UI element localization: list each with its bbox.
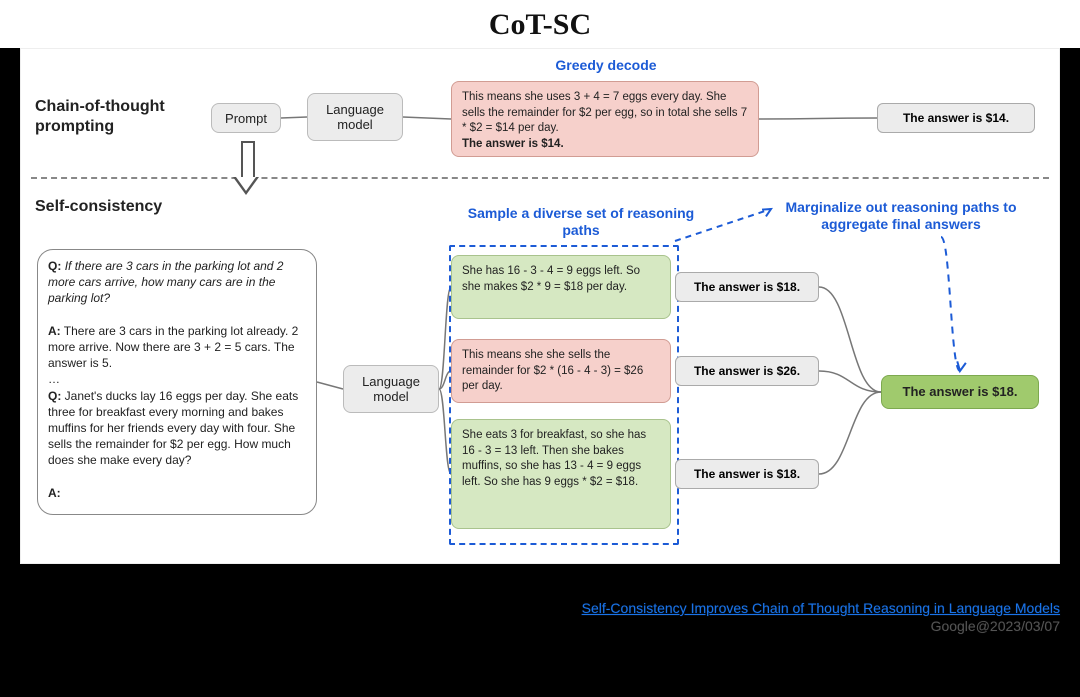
path-answer-box: The answer is $18. — [675, 272, 819, 302]
citation-link[interactable]: Self-Consistency Improves Chain of Thoug… — [582, 600, 1060, 616]
citation-footer: Self-Consistency Improves Chain of Thoug… — [20, 600, 1060, 636]
qa-prompt-box: Q: If there are 3 cars in the parking lo… — [37, 249, 317, 515]
language-model-pill-top: Languagemodel — [307, 93, 403, 141]
marginalize-label: Marginalize out reasoning paths to aggre… — [761, 199, 1041, 233]
reasoning-path-box: She has 16 - 3 - 4 = 9 eggs left. So she… — [451, 255, 671, 319]
sample-paths-label: Sample a diverse set of reasoning paths — [461, 205, 701, 239]
cot-prompting-label: Chain-of-thoughtprompting — [35, 97, 195, 137]
greedy-reasoning-box: This means she uses 3 + 4 = 7 eggs every… — [451, 81, 759, 157]
self-consistency-label: Self-consistency — [35, 197, 162, 217]
section-divider — [31, 177, 1049, 179]
language-model-pill-sc: Languagemodel — [343, 365, 439, 413]
reasoning-path-box: She eats 3 for breakfast, so she has 16 … — [451, 419, 671, 529]
greedy-decode-label: Greedy decode — [541, 57, 671, 74]
diagram-canvas: Chain-of-thoughtprompting Prompt Languagem… — [20, 48, 1060, 564]
prompt-down-arrow — [233, 141, 259, 197]
prompt-pill: Prompt — [211, 103, 281, 133]
page-title: CoT-SC — [0, 0, 1080, 48]
greedy-answer-box: The answer is $14. — [877, 103, 1035, 133]
final-answer-box: The answer is $18. — [881, 375, 1039, 409]
path-answer-box: The answer is $18. — [675, 459, 819, 489]
path-answer-box: The answer is $26. — [675, 356, 819, 386]
reasoning-path-box: This means she she sells the remainder f… — [451, 339, 671, 403]
citation-meta: Google@2023/03/07 — [931, 618, 1060, 634]
